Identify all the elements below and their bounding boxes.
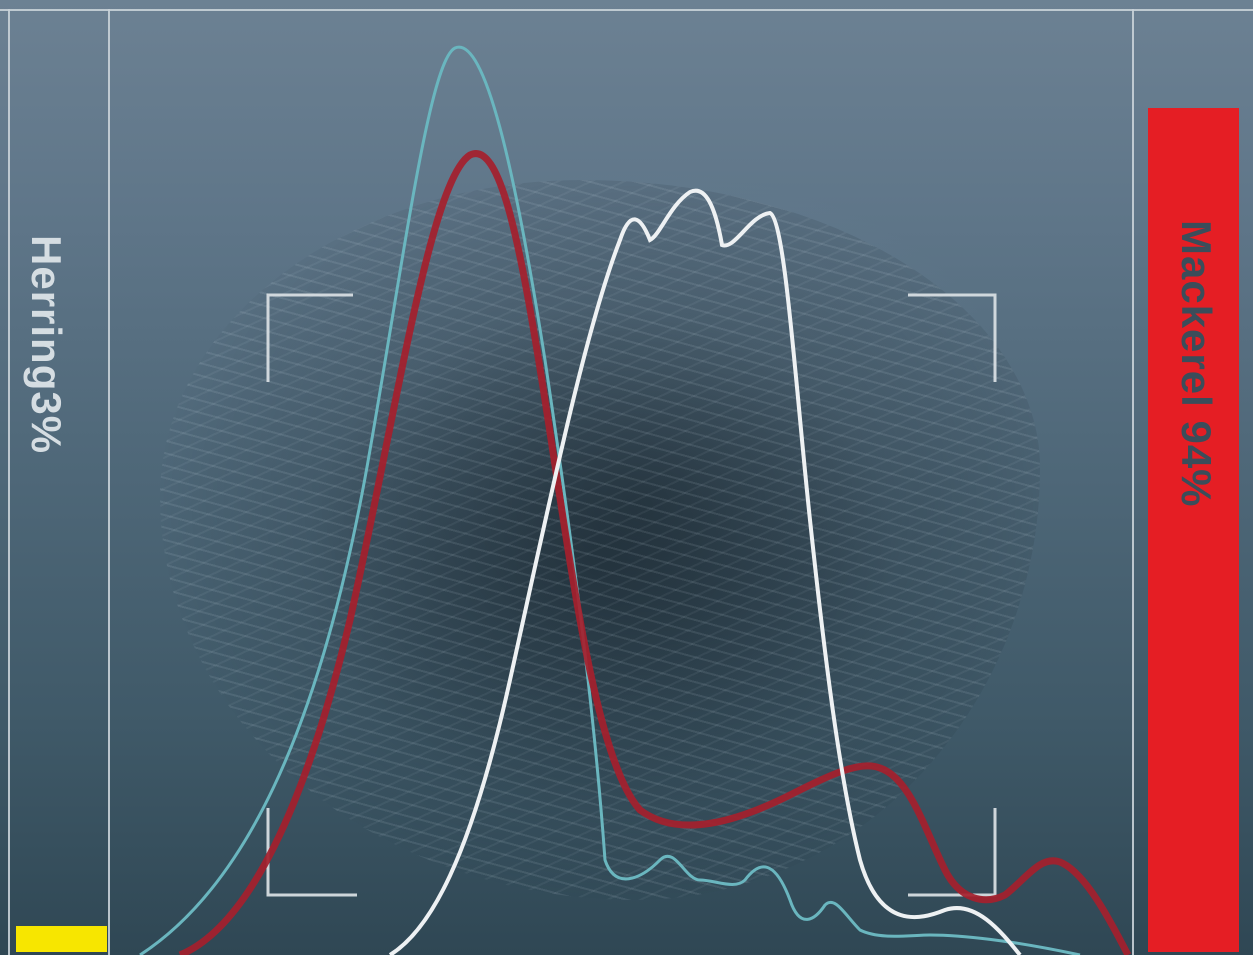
mackerel-level-bar <box>1148 108 1239 952</box>
signal-curve-red <box>178 150 1132 955</box>
left-panel-divider <box>108 9 110 955</box>
mackerel-label: Mackerel <box>1173 220 1220 408</box>
frame-top-border <box>0 9 1253 11</box>
herring-label: Herring <box>23 235 70 392</box>
herring-percent: 3% <box>23 391 70 455</box>
detection-bracket-bottom-left <box>266 808 357 897</box>
detection-bracket-top-left <box>266 293 353 382</box>
herring-readout: Herring3% <box>22 235 70 454</box>
herring-level-bar <box>16 926 107 952</box>
signal-curve-white <box>388 188 1022 955</box>
detection-bracket-top-right <box>908 293 997 382</box>
mackerel-percent: 94% <box>1173 420 1220 508</box>
left-panel-border <box>8 9 10 955</box>
right-panel-divider <box>1132 9 1134 955</box>
detection-bracket-bottom-right <box>908 808 997 897</box>
signal-curve-teal <box>139 45 1081 955</box>
mackerel-readout: Mackerel 94% <box>1172 220 1220 508</box>
